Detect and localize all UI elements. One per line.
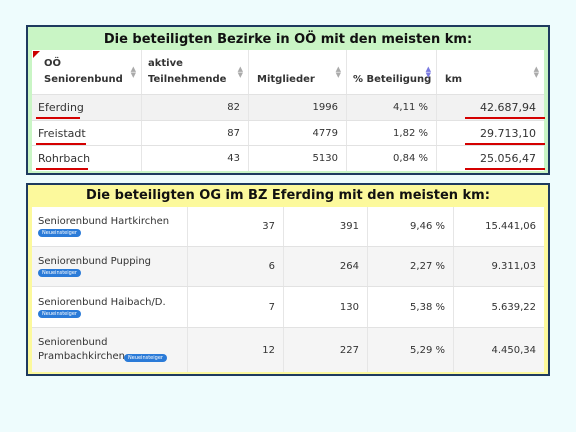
table-row[interactable]: Seniorenbund Prambachkirchen 12 227 5,29… — [32, 328, 544, 372]
km-value: 15.441,06 — [485, 221, 536, 232]
km-value: 4.450,34 — [491, 344, 536, 356]
beteiligung-value: 5,29 % — [368, 328, 454, 372]
og-name: Seniorenbund Haibach/D. — [38, 296, 166, 308]
table-row[interactable]: Seniorenbund Pupping Neueinsteiger 6 264… — [32, 247, 544, 287]
aktive-value: 82 — [142, 95, 249, 120]
neueinsteiger-badge: Neueinsteiger — [38, 309, 81, 318]
aktive-value: 37 — [188, 207, 284, 246]
beteiligung-value: 9,46 % — [368, 207, 454, 246]
bezirk-name: Rohrbach — [32, 146, 142, 171]
beteiligung-value: 5,38 % — [368, 287, 454, 327]
aktive-value: 12 — [188, 328, 284, 372]
mitglieder-value: 264 — [284, 247, 368, 286]
og-name-cell: Seniorenbund Prambachkirchen — [32, 328, 188, 372]
mitglieder-value: 227 — [284, 328, 368, 372]
km-value: 9.311,03 — [491, 261, 536, 272]
beteiligung-value: 4,11 % — [347, 95, 437, 120]
neueinsteiger-badge: Neueinsteiger — [38, 229, 81, 237]
aktive-value: 87 — [142, 121, 249, 145]
ortsgruppen-title: Die beteiligten OG im BZ Eferding mit de… — [86, 188, 490, 203]
mitglieder-value: 5130 — [249, 146, 347, 171]
mitglieder-value: 391 — [284, 207, 368, 246]
bezirk-name: Freistadt — [32, 121, 142, 145]
col-header-beteiligung[interactable]: % Beteiligung ▲ ▼ — [347, 50, 437, 94]
aktive-value: 43 — [142, 146, 249, 171]
og-name-cell: Seniorenbund Hartkirchen Neueinsteiger — [32, 207, 188, 246]
table-row[interactable]: Rohrbach 43 5130 0,84 % 25.056,47 — [32, 146, 544, 171]
aktive-value: 6 — [188, 247, 284, 286]
sort-icon: ▲ ▼ — [237, 65, 243, 79]
sort-icon: ▲ ▼ — [335, 65, 341, 79]
table-row[interactable]: Seniorenbund Hartkirchen Neueinsteiger 3… — [32, 207, 544, 247]
neueinsteiger-badge: Neueinsteiger — [38, 269, 81, 277]
beteiligung-value: 1,82 % — [347, 121, 437, 145]
corner-marker — [33, 51, 40, 58]
col-header-aktive[interactable]: aktive Teilnehmende ▲ ▼ — [142, 50, 249, 94]
km-underline — [465, 168, 545, 170]
table-header: OÖ Seniorenbund ▲ ▼ aktive Teilnehmende ▲… — [32, 50, 544, 95]
name-underline — [36, 168, 88, 170]
og-name: Seniorenbund Pupping — [38, 256, 152, 267]
beteiligung-value: 0,84 % — [347, 146, 437, 171]
mitglieder-value: 1996 — [249, 95, 347, 120]
mitglieder-value: 4779 — [249, 121, 347, 145]
table-row[interactable]: Freistadt 87 4779 1,82 % 29.713,10 — [32, 121, 544, 146]
name-underline — [36, 117, 80, 119]
og-name-cell: Seniorenbund Haibach/D. Neueinsteiger — [32, 287, 188, 327]
sort-icon: ▲ ▼ — [130, 65, 136, 79]
aktive-value: 7 — [188, 287, 284, 327]
km-value: 42.687,94 — [480, 101, 536, 114]
km-value: 29.713,10 — [480, 126, 536, 140]
col-header-km[interactable]: km ▲ ▼ — [445, 65, 539, 86]
bezirke-table: OÖ Seniorenbund ▲ ▼ aktive Teilnehmende ▲… — [32, 50, 545, 171]
og-name-cell: Seniorenbund Pupping Neueinsteiger — [32, 247, 188, 286]
km-underline — [465, 143, 545, 145]
name-underline — [36, 143, 86, 145]
neueinsteiger-badge: Neueinsteiger — [124, 354, 167, 362]
km-value: 5.639,22 — [491, 301, 536, 313]
bezirke-title: Die beteiligten Bezirke in OÖ mit den me… — [103, 32, 473, 47]
km-underline — [465, 117, 545, 119]
km-value: 25.056,47 — [480, 152, 536, 165]
bezirk-name: Eferding — [32, 95, 142, 120]
table-row[interactable]: Eferding 82 1996 4,11 % 42.687,94 — [32, 95, 544, 121]
col-header-seniorenbund[interactable]: OÖ Seniorenbund ▲ ▼ — [32, 50, 142, 94]
table-row[interactable]: Seniorenbund Haibach/D. Neueinsteiger 7 … — [32, 287, 544, 328]
ortsgruppen-table: Seniorenbund Hartkirchen Neueinsteiger 3… — [32, 207, 544, 372]
sort-icon: ▲ ▼ — [533, 65, 539, 79]
bezirke-panel: Die beteiligten Bezirke in OÖ mit den me… — [26, 25, 550, 175]
sort-desc-icon: ▲ ▼ — [425, 65, 431, 79]
col-header-mitglieder[interactable]: Mitglieder ▲ ▼ — [249, 50, 347, 94]
og-name: Seniorenbund Prambachkirchen — [38, 337, 125, 362]
beteiligung-value: 2,27 % — [368, 247, 454, 286]
og-name: Seniorenbund Hartkirchen — [38, 216, 170, 227]
ortsgruppen-panel: Die beteiligten OG im BZ Eferding mit de… — [26, 183, 550, 376]
mitglieder-value: 130 — [284, 287, 368, 327]
